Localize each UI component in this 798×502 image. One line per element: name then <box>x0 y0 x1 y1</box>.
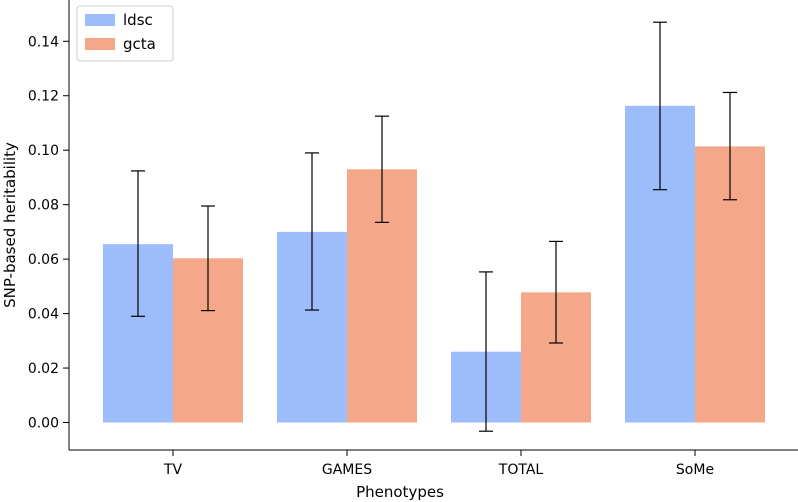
y-tick-label: 0.00 <box>28 416 59 432</box>
error-bar-ldsc-some <box>653 21 667 191</box>
x-axis-label: Phenotypes <box>356 483 444 501</box>
error-bar-gcta-tv <box>201 205 215 312</box>
error-bar-ldsc-games <box>305 152 319 311</box>
y-ticks: 0.00 0.02 0.04 0.06 0.08 0.10 0.12 0.14 <box>28 34 69 432</box>
error-bar-gcta-games <box>375 115 389 223</box>
legend-label-ldsc: ldsc <box>123 11 153 29</box>
y-tick-label: 0.02 <box>28 361 59 377</box>
y-tick-label: 0.10 <box>28 143 59 159</box>
bars-layer <box>103 105 765 423</box>
x-tick-label: GAMES <box>322 462 372 478</box>
legend: ldsc gcta <box>76 5 174 62</box>
y-tick-label: 0.12 <box>28 89 59 105</box>
x-tick-label: SoMe <box>676 462 714 478</box>
legend-swatch-gcta <box>85 38 115 50</box>
y-tick-label: 0.08 <box>28 198 59 214</box>
x-ticks: TV GAMES TOTAL SoMe <box>163 450 714 478</box>
x-tick-label: TV <box>163 462 183 478</box>
error-bar-ldsc-total <box>479 271 493 432</box>
error-bar-ldsc-tv <box>131 170 145 317</box>
y-tick-label: 0.14 <box>28 34 59 50</box>
x-tick-label: TOTAL <box>498 462 544 478</box>
legend-swatch-ldsc <box>85 14 115 26</box>
error-bar-gcta-some <box>723 91 737 201</box>
error-bars-layer <box>131 21 737 432</box>
y-tick-label: 0.04 <box>28 307 59 323</box>
legend-label-gcta: gcta <box>123 35 156 53</box>
y-axis-label: SNP-based heritability <box>1 142 19 308</box>
y-tick-label: 0.06 <box>28 252 59 268</box>
error-bar-gcta-total <box>549 240 563 344</box>
